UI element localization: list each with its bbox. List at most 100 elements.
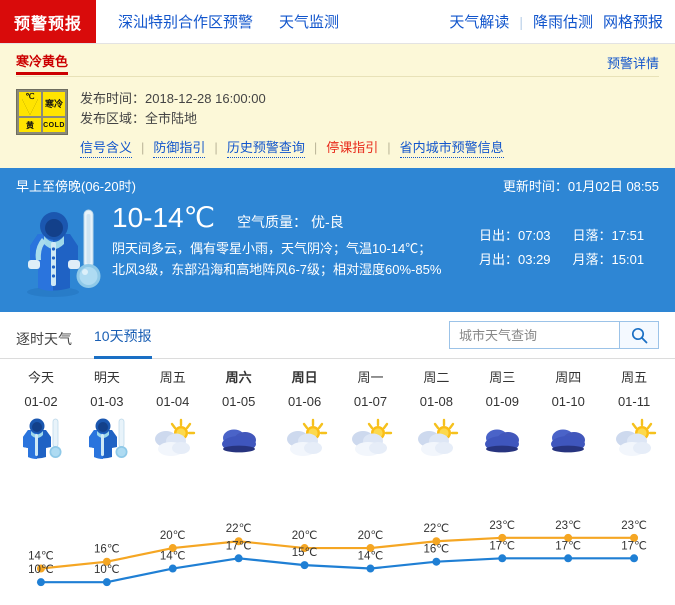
warning-tab-cold-yellow[interactable]: 寒冷黄色 (16, 44, 69, 75)
high-temp-label: 23℃ (489, 520, 515, 532)
link-province-warnings[interactable]: 省内城市预警信息 (399, 137, 504, 158)
day-date: 01-09 (485, 394, 519, 409)
high-temp-point (498, 533, 507, 542)
cold-label-cn: 寒冷 (43, 92, 65, 116)
forecast-day-column[interactable]: 周五 01-04 (140, 359, 206, 463)
high-temp-label: 16℃ (94, 544, 120, 556)
nav-item-grid-forecast[interactable]: 网格预报 (602, 14, 663, 31)
forecast-day-column[interactable]: 周六 01-05 (206, 359, 272, 463)
day-weekday: 周五 (621, 370, 648, 385)
high-temp-label: 23℃ (621, 520, 647, 532)
day-weekday: 周三 (489, 370, 516, 385)
sunset-time: 日落：17:51 (572, 228, 645, 243)
city-search (449, 321, 659, 349)
high-temp-point (432, 537, 441, 546)
nav-divider: | (519, 13, 523, 30)
low-temp-point (366, 564, 375, 573)
warning-text-block: 发布时间：2018-12-28 16:00:00 发布区域：全市陆地 信号含义 … (80, 89, 659, 158)
day-date: 01-08 (419, 394, 454, 409)
forecast-day-column[interactable]: 明天 01-03 (74, 359, 140, 463)
low-temp-label: 10℃ (28, 564, 54, 576)
summary-temp-row: 10-14℃ 空气质量： 优-良 (112, 202, 469, 234)
forecast-day-column[interactable]: 周三 01-09 (469, 359, 535, 463)
link-history-query[interactable]: 历史预警查询 (226, 137, 305, 158)
high-temp-point (168, 544, 177, 553)
forecast-day-column[interactable]: 今天 01-02 (8, 359, 74, 463)
link-divider: | (387, 140, 391, 155)
weather-summary-panel: 早上至傍晚(06-20时) 更新时间：01月02日 08:55 (0, 168, 675, 312)
warning-issue-area: 发布区域：全市陆地 (80, 111, 198, 126)
high-temp-label: 22℃ (423, 523, 449, 535)
forecast-day-column[interactable]: 周四 01-10 (535, 359, 601, 463)
day-date: 01-06 (287, 394, 322, 409)
day-weekday: 周五 (159, 370, 186, 385)
high-temp-point (234, 537, 243, 546)
day-weekday: 周四 (555, 370, 582, 385)
nav-brand[interactable]: 预警预报 (0, 0, 97, 43)
warning-links: 信号含义 | 防御指引 | 历史预警查询 | 停课指引 | 省内城市预警信息 (80, 137, 659, 158)
high-temp-point (102, 557, 111, 566)
nav-item-interpretation[interactable]: 天气解读 (449, 14, 510, 31)
summary-air-quality: 空气质量： 优-良 (237, 214, 344, 230)
warning-detail-link[interactable]: 预警详情 (606, 56, 659, 71)
low-temp-point (36, 578, 45, 587)
day-date: 01-02 (24, 394, 58, 409)
nav-item-rain-estimate[interactable]: 降雨估测 (532, 14, 593, 31)
level-label-yellow: 黄 (19, 118, 41, 132)
summary-description: 阴天间多云，偶有零星小雨，天气阴冷；气温10-14℃；北风3级，东部沿海和高地阵… (112, 241, 442, 277)
day-date: 01-05 (222, 394, 256, 409)
nav-item-shenshan[interactable]: 深汕特别合作区预警 (118, 14, 254, 31)
low-temp-point (630, 554, 639, 563)
low-temp-line (40, 557, 635, 584)
temperature-chart: 14℃ 16℃ 20℃ 22℃ 20℃ 20℃ 22℃ 23℃ 23℃ 23℃ 10℃ 10℃ 14℃ 1… (0, 509, 675, 605)
ten-day-forecast: 今天 01-02 明天 01-03 周五 01-04 (0, 359, 675, 587)
link-signal-meaning[interactable]: 信号含义 (80, 137, 133, 158)
temperature-line-chart: 14℃16℃20℃22℃20℃ 20℃22℃ 23℃ 23℃ 23℃10℃ 10℃14℃1… (28, 520, 647, 587)
warning-body: ℃ 寒冷 黄 COLD 发布时间：2018-12-28 16:00:00 发布区… (16, 77, 659, 158)
low-temp-label: 17℃ (621, 540, 647, 552)
low-temp-label: 14℃ (160, 551, 186, 563)
sun-cloud-icon (272, 413, 338, 463)
forecast-tabs: 逐时天气 10天预报 (16, 312, 152, 359)
summary-header: 早上至傍晚(06-20时) 更新时间：01月02日 08:55 (16, 176, 659, 198)
day-date: 01-04 (156, 394, 190, 409)
high-temp-label: 22℃ (226, 523, 252, 535)
high-temp-point (366, 544, 375, 553)
warning-issue-time: 发布时间：2018-12-28 16:00:00 (80, 91, 266, 106)
sun-cloud-icon (403, 413, 469, 463)
cold-coat-icon (74, 413, 140, 463)
temperature-down-arrow-icon: ℃ (19, 92, 41, 116)
low-temp-label: 16℃ (423, 544, 449, 556)
forecast-day-column[interactable]: 周五 01-11 (601, 359, 667, 463)
low-temp-point (168, 564, 177, 573)
nav-item-monitoring[interactable]: 天气监测 (279, 14, 340, 31)
tab-ten-day-forecast[interactable]: 10天预报 (94, 327, 152, 359)
nav-left-links: 深汕特别合作区预警 天气监测 (96, 0, 339, 43)
forecast-day-column[interactable]: 周日 01-06 (272, 359, 338, 463)
tab-hourly-weather[interactable]: 逐时天气 (16, 330, 72, 347)
low-temp-point (564, 554, 573, 563)
forecast-day-column[interactable]: 周二 01-08 (403, 359, 469, 463)
day-weekday: 周日 (291, 370, 318, 385)
day-weekday: 明天 (93, 370, 120, 385)
cold-yellow-warning-icon: ℃ 寒冷 黄 COLD (16, 89, 68, 135)
sun-times-row: 日出：07:03 日落：17:51 (479, 224, 659, 248)
top-navigation: 预警预报 深汕特别合作区预警 天气监测 天气解读 | 降雨估测 网格预报 (0, 0, 675, 44)
low-temp-label: 17℃ (489, 540, 515, 552)
day-weekday: 今天 (27, 370, 54, 385)
day-weekday: 周二 (423, 370, 450, 385)
link-defense-guide[interactable]: 防御指引 (153, 137, 206, 158)
sun-cloud-icon (601, 413, 667, 463)
warning-panel: 寒冷黄色 预警详情 ℃ 寒冷 黄 COLD 发布时间：2018-12-28 16… (0, 44, 675, 168)
winter-coat-thermometer-icon (16, 202, 108, 298)
search-input[interactable] (449, 321, 619, 349)
low-temp-point (300, 561, 309, 570)
summary-update-time: 更新时间：01月02日 08:55 (502, 179, 659, 194)
cold-coat-icon (8, 413, 74, 463)
moonrise-time: 月出：03:29 (479, 252, 551, 267)
link-class-suspension[interactable]: 停课指引 (326, 140, 379, 155)
forecast-day-column[interactable]: 周一 01-07 (338, 359, 404, 463)
forecast-days: 今天 01-02 明天 01-03 周五 01-04 (0, 359, 675, 463)
search-button[interactable] (619, 321, 659, 349)
summary-astro-info: 日出：07:03 日落：17:51 月出：03:29 月落：15:01 (479, 202, 659, 298)
